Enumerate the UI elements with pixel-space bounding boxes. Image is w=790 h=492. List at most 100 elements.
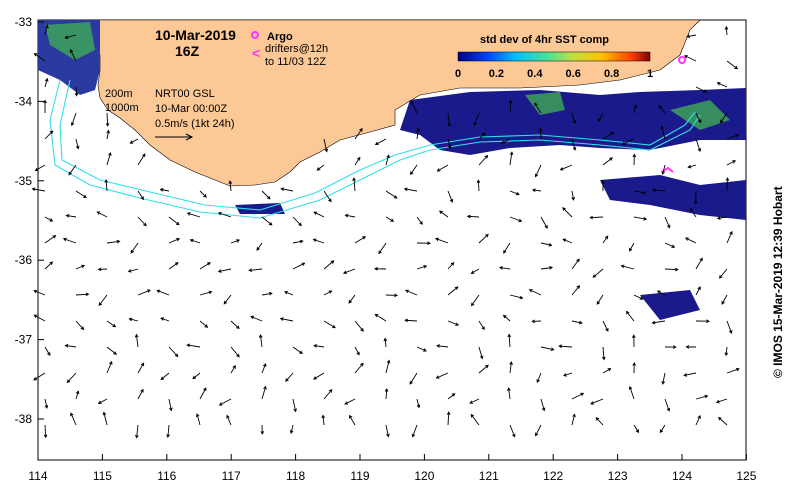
lon-tick-label: 118 [286, 469, 305, 483]
current-arrow [316, 164, 325, 171]
drifter-legend-icon: < [252, 45, 260, 61]
current-arrow [75, 138, 80, 150]
current-arrow [409, 372, 418, 385]
current-arrow [660, 125, 666, 140]
current-arrow [33, 53, 46, 62]
current-arrow [571, 190, 575, 201]
current-arrow [199, 190, 207, 198]
current-arrow [137, 289, 151, 296]
current-arrow [404, 318, 418, 323]
isobath-200m [49, 79, 701, 219]
current-arrow [726, 230, 733, 244]
current-arrow [321, 414, 326, 426]
current-arrow [354, 362, 364, 374]
drifters-legend-label: drifters@12h [265, 43, 328, 55]
current-arrow [695, 112, 702, 124]
current-arrow [629, 242, 635, 252]
current-source-label: NRT00 GSL [155, 88, 215, 100]
current-arrow [68, 164, 77, 176]
current-arrow [715, 398, 728, 404]
current-arrow [447, 320, 460, 326]
current-arrow [664, 216, 671, 229]
current-arrow [137, 216, 147, 227]
current-arrow [248, 268, 263, 272]
current-arrow [571, 112, 577, 125]
current-arrow [323, 290, 333, 296]
current-arrow [685, 345, 697, 349]
current-arrow [726, 160, 737, 166]
current-arrow [226, 414, 232, 426]
lon-tick-label: 125 [736, 469, 756, 483]
current-arrow [659, 424, 666, 434]
current-arrow [354, 127, 363, 140]
current-arrow [323, 389, 333, 400]
current-arrow [602, 235, 609, 244]
current-date-label: 10-Mar 00:00Z [155, 103, 227, 115]
current-arrow [292, 216, 302, 227]
current-arrow [230, 346, 240, 358]
lat-tick-label: -36 [15, 253, 33, 267]
sst-patch-mid [600, 175, 746, 220]
current-arrow [199, 320, 209, 328]
current-arrow [509, 294, 524, 300]
lon-tick-label: 119 [350, 469, 369, 483]
current-arrow [261, 291, 273, 296]
credit-text: © IMOS 15-Mar-2019 12:39 Hobart [771, 108, 785, 378]
current-arrow [656, 290, 666, 296]
argo-legend-icon [251, 31, 259, 39]
current-arrow [323, 138, 329, 153]
current-arrow [385, 154, 390, 166]
current-arrow [536, 372, 542, 383]
current-arrow [571, 138, 577, 151]
current-arrow [633, 294, 644, 300]
current-arrow [686, 34, 697, 39]
current-arrow [416, 398, 421, 409]
current-arrow [106, 239, 121, 244]
current-arrow [33, 314, 46, 322]
current-arrow [559, 164, 573, 171]
current-arrow [531, 188, 542, 193]
current-arrow [478, 132, 486, 140]
current-arrow [75, 264, 86, 270]
current-arrow [64, 343, 77, 348]
current-arrow [435, 372, 449, 379]
current-arrow [434, 237, 449, 244]
current-arrow [44, 398, 49, 409]
current-arrow [476, 179, 481, 192]
current-arrow [385, 359, 391, 374]
current-arrow [403, 187, 418, 192]
current-arrow [661, 164, 666, 175]
current-arrow [64, 34, 77, 40]
current-arrow [725, 177, 730, 192]
current-arrow [128, 317, 139, 322]
current-arrow [374, 138, 387, 146]
current-arrow [446, 411, 451, 426]
current-arrow [323, 320, 336, 329]
current-arrow [261, 363, 267, 374]
current-arrow [284, 290, 294, 296]
current-arrow [625, 310, 635, 322]
current-arrow [189, 238, 201, 244]
lat-tick-label: -37 [15, 333, 33, 347]
current-arrow [695, 257, 703, 270]
current-arrow [633, 216, 648, 221]
current-arrow [374, 266, 387, 271]
current-arrow [601, 179, 605, 192]
current-arrow [726, 133, 740, 140]
current-arrow [186, 343, 201, 348]
current-arrow [507, 387, 511, 400]
current-arrow [135, 424, 139, 439]
current-arrow [416, 346, 427, 352]
current-arrow [352, 177, 356, 192]
current-arrow [384, 388, 389, 400]
current-arrow [689, 207, 697, 218]
colorbar [457, 51, 651, 62]
current-arrow [33, 372, 46, 381]
current-arrow [285, 372, 294, 382]
current-arrow [558, 344, 573, 349]
current-arrow [540, 242, 553, 247]
lon-tick-label: 116 [157, 469, 176, 483]
current-arrow [74, 86, 79, 97]
current-arrow [292, 239, 304, 244]
current-arrow [97, 398, 108, 404]
